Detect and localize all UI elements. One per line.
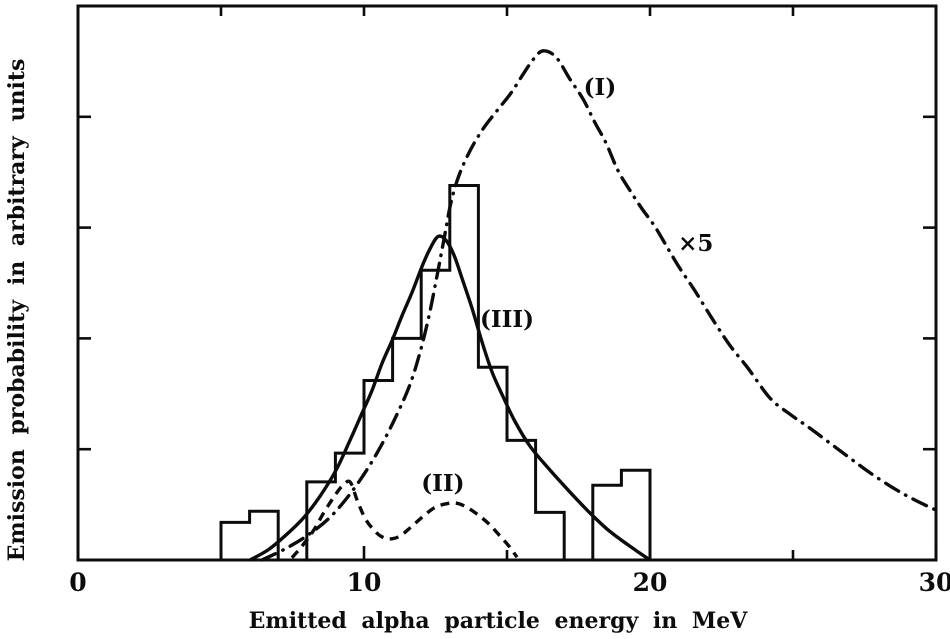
x-tick-label-10: 10 [347,568,382,597]
histogram-outline [219,183,652,562]
x-tick-label-30: 30 [919,568,950,597]
tick-labels: 0 10 20 30 [69,568,950,597]
curve-label-I: (I) [584,74,617,101]
annotations: (I) ×5 (III) (II) [421,74,713,497]
scale-label-x5: ×5 [678,230,713,257]
axis-ticks [76,6,938,560]
histogram [219,183,652,562]
curve-I [260,49,938,562]
y-axis-title: Emission probability in arbitrary units [4,59,30,562]
curves [249,49,938,562]
curve-III [249,234,650,562]
curve-II [290,479,519,559]
plot-border [76,4,938,562]
x-tick-label-0: 0 [69,568,86,597]
curve-label-III: (III) [480,306,534,333]
curve-label-II: (II) [421,470,464,497]
x-tick-label-20: 20 [633,568,668,597]
x-axis-title: Emitted alpha particle energy in MeV [249,608,749,634]
